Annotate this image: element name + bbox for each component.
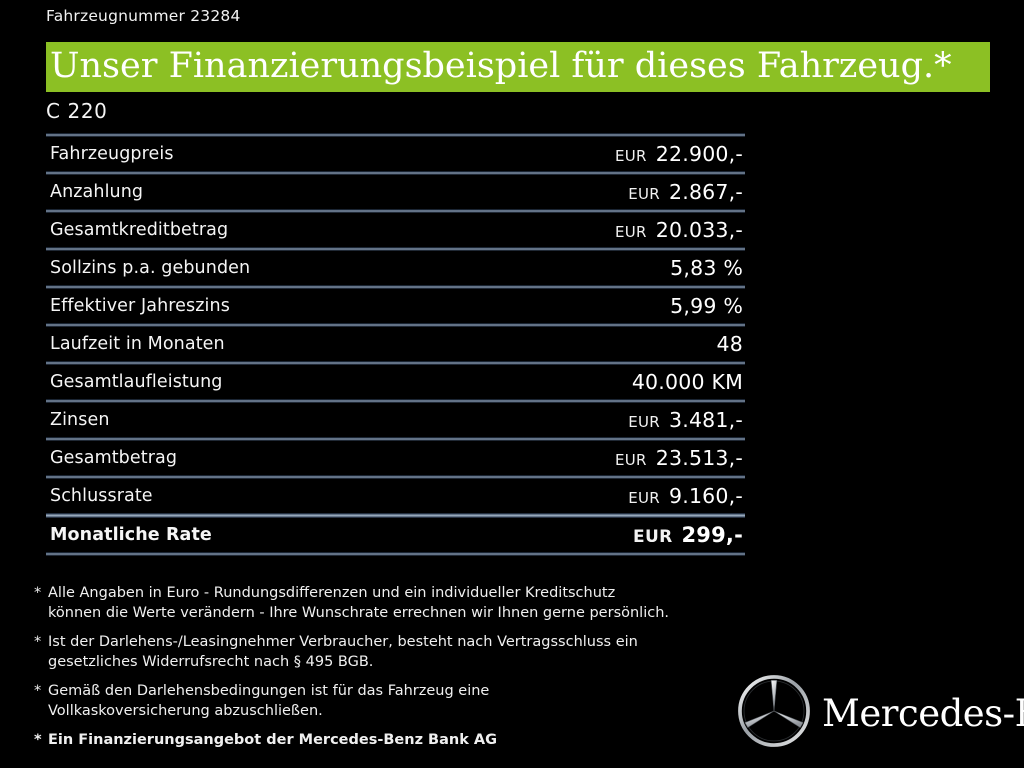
table-row: Gesamtkreditbetrag EUR 20.033,- [46,213,745,247]
row-separator [46,475,745,479]
row-amount: 22.900,- [655,142,743,166]
row-separator [46,133,745,137]
brand-logo: Mercedes-Benz [737,674,1024,748]
row-amount: 9.160,- [668,484,743,508]
row-label: Laufzeit in Monaten [50,334,225,354]
footnote-text: Ein Finanzierungsangebot der Mercedes-Be… [48,730,497,750]
table-row: Monatliche Rate EUR 299,- [46,518,745,552]
row-amount: 48 [716,332,743,356]
table-row: Gesamtbetrag EUR 23.513,- [46,441,745,475]
row-separator [46,361,745,365]
table-row: Gesamtlaufleistung 40.000 KM [46,365,745,399]
row-currency: EUR [628,413,660,431]
footnote-text: Alle Angaben in Euro - Rundungsdifferenz… [48,583,669,623]
row-amount: 23.513,- [655,446,743,470]
row-label: Gesamtkreditbetrag [50,220,229,240]
row-value: 5,99 % [670,294,743,318]
footnote-text: Gemäß den Darlehensbedingungen ist für d… [48,681,489,721]
model-name: C 220 [46,99,108,123]
row-label: Schlussrate [50,486,153,506]
row-amount: 5,83 % [670,256,743,280]
footnote-line: Ist der Darlehens-/Leasingnehmer Verbrau… [48,634,638,650]
row-label: Sollzins p.a. gebunden [50,258,251,278]
table-row: Effektiver Jahreszins 5,99 % [46,289,745,323]
headline-title: Unser Finanzierungsbeispiel für dieses F… [50,45,952,86]
row-amount: 3.481,- [668,408,743,432]
row-currency: EUR [614,223,647,241]
brand-wordmark: Mercedes-Benz [822,691,1024,735]
row-label: Zinsen [50,410,110,430]
footnote: * Alle Angaben in Euro - Rundungsdifferen… [34,583,754,623]
footnote: * Ein Finanzierungsangebot der Mercedes-B… [34,730,754,750]
row-value: 5,83 % [670,256,743,280]
footnotes-block: * Alle Angaben in Euro - Rundungsdifferen… [34,583,754,759]
row-value: EUR 2.867,- [628,180,743,204]
footnote-marker: * [34,732,42,748]
footnote-marker: * [34,585,42,601]
row-amount: 40.000 KM [631,370,743,394]
footnote-line: können die Werte verändern - Ihre Wunsch… [48,605,670,621]
footnote-line: Ein Finanzierungsangebot der Mercedes-Be… [48,732,498,748]
row-amount: 299,- [681,523,743,547]
table-row: Zinsen EUR 3.481,- [46,403,745,437]
row-currency: EUR [633,527,673,547]
row-amount: 5,99 % [670,294,743,318]
headline-banner: Unser Finanzierungsbeispiel für dieses F… [46,42,990,92]
row-separator [46,209,745,213]
row-currency: EUR [614,451,647,469]
row-separator [46,247,745,251]
table-row: Anzahlung EUR 2.867,- [46,175,745,209]
row-label: Fahrzeugpreis [50,144,174,164]
table-row: Schlussrate EUR 9.160,- [46,479,745,513]
row-label: Anzahlung [50,182,144,202]
row-value: EUR 3.481,- [628,408,743,432]
footnote: * Ist der Darlehens-/Leasingnehmer Verbra… [34,632,754,672]
row-separator [46,285,745,289]
footnote-line: Gemäß den Darlehensbedingungen ist für d… [48,683,490,699]
footnote-marker: * [34,683,42,699]
row-label: Effektiver Jahreszins [50,296,230,316]
row-separator [46,437,745,441]
row-value: EUR 23.513,- [615,446,743,470]
footnote-line: gesetzliches Widerrufsrecht nach § 495 B… [48,654,374,670]
footnote: * Gemäß den Darlehensbedingungen ist für … [34,681,754,721]
row-currency: EUR [614,147,647,165]
table-row: Fahrzeugpreis EUR 22.900,- [46,137,745,171]
row-separator [46,513,745,518]
finance-table: Fahrzeugpreis EUR 22.900,- Anzahlung EUR 2.86… [46,133,745,556]
footnote-line: Vollkaskoversicherung abzuschließen. [48,703,323,719]
row-separator [46,323,745,327]
footnote-text: Ist der Darlehens-/Leasingnehmer Verbrau… [48,632,638,672]
row-separator [46,552,745,556]
row-separator [46,171,745,175]
table-row: Sollzins p.a. gebunden 5,83 % [46,251,745,285]
row-separator [46,399,745,403]
row-currency: EUR [628,185,660,203]
row-value: EUR 9.160,- [628,484,743,508]
row-value: 48 [717,332,744,356]
row-label: Gesamtbetrag [50,448,178,468]
row-value: EUR 22.900,- [615,142,743,166]
row-currency: EUR [628,489,660,507]
row-label: Gesamtlaufleistung [50,372,223,392]
footnote-marker: * [34,634,42,650]
row-value: EUR 299,- [633,523,743,547]
row-value: 40.000 KM [632,370,743,394]
vehicle-number: Fahrzeugnummer 23284 [46,7,241,25]
table-row: Laufzeit in Monaten 48 [46,327,745,361]
row-label: Monatliche Rate [50,525,212,545]
mercedes-star-icon [737,674,811,748]
row-value: EUR 20.033,- [615,218,743,242]
row-amount: 20.033,- [655,218,743,242]
footnote-line: Alle Angaben in Euro - Rundungsdifferenz… [48,585,616,601]
row-amount: 2.867,- [668,180,743,204]
